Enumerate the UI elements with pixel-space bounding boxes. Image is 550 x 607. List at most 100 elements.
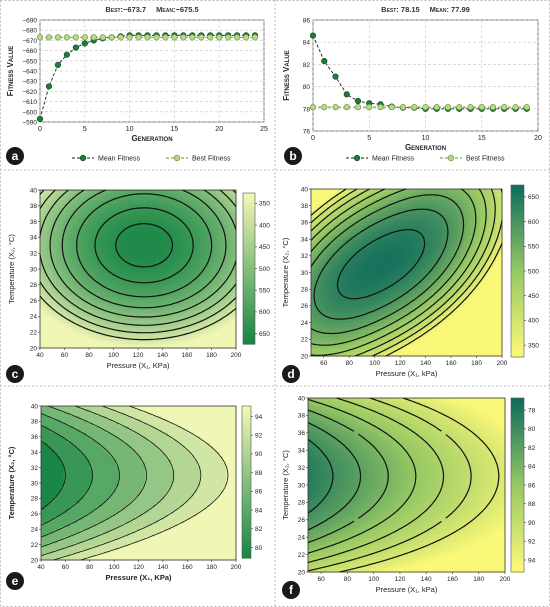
x-axis-label: Pressure (X₁, kPa) bbox=[376, 369, 438, 378]
x-tick-label: 140 bbox=[157, 352, 168, 359]
contour-line bbox=[313, 208, 449, 320]
y-tick-label: 22 bbox=[30, 330, 38, 337]
best-fitness-point bbox=[144, 34, 151, 41]
best-fitness-point bbox=[234, 34, 241, 41]
y-tick-label: 26 bbox=[301, 303, 309, 310]
y-axis-label: Temperature (X₂, °C) bbox=[7, 234, 16, 304]
best-fitness-point bbox=[523, 104, 530, 111]
y-axis-label: Temperature (X₂, °C) bbox=[7, 446, 16, 519]
best-fitness-point bbox=[45, 34, 53, 41]
mean-fitness-point bbox=[72, 44, 79, 51]
best-fitness-point bbox=[36, 34, 44, 41]
header-mean: Mean: 77.99 bbox=[430, 5, 470, 14]
colorbar-tick-label: 500 bbox=[259, 266, 270, 273]
colorbar-tick-label: 92 bbox=[255, 433, 263, 440]
legend-swatch-marker bbox=[353, 154, 361, 162]
contour-line bbox=[307, 409, 389, 544]
y-tick-label: 26 bbox=[31, 511, 39, 518]
best-fitness-point bbox=[321, 104, 328, 111]
best-fitness-point bbox=[433, 104, 440, 111]
colorbar-tick-label: 80 bbox=[255, 545, 263, 552]
x-tick-label: 120 bbox=[395, 360, 406, 367]
y-tick-label: −690 bbox=[22, 18, 37, 25]
y-tick-label: 36 bbox=[30, 219, 38, 226]
x-tick-label: 200 bbox=[231, 352, 242, 359]
x-tick-label: 180 bbox=[206, 564, 217, 571]
y-tick-label: 30 bbox=[301, 270, 309, 277]
x-tick-label: 80 bbox=[86, 564, 94, 571]
y-tick-label: 38 bbox=[298, 413, 306, 420]
contour-line bbox=[49, 189, 237, 318]
y-tick-label: 86 bbox=[303, 18, 311, 25]
legend-swatch-marker bbox=[173, 154, 181, 162]
colorbar-tick-label: 650 bbox=[528, 194, 539, 201]
x-axis-label: Pressure (X₁, KPa) bbox=[105, 573, 172, 582]
mean-fitness-point bbox=[332, 73, 339, 80]
mean-fitness-point bbox=[63, 51, 70, 58]
y-tick-label: −670 bbox=[22, 38, 37, 45]
x-tick-label: 200 bbox=[497, 360, 508, 367]
y-tick-label: 34 bbox=[30, 235, 38, 242]
best-fitness-point bbox=[216, 34, 223, 41]
y-tick-label: −600 bbox=[22, 109, 37, 116]
colorbar-tick-label: 88 bbox=[528, 501, 536, 508]
y-tick-label: 30 bbox=[298, 482, 306, 489]
colorbar-tick-label: 86 bbox=[528, 482, 536, 489]
y-axis-label: Fitness Value bbox=[282, 50, 291, 100]
chart-header: Best:−673.7 Mean:−675.5 bbox=[105, 5, 198, 14]
best-fitness-point bbox=[366, 104, 373, 111]
y-tick-label: −620 bbox=[22, 89, 37, 96]
contour-line bbox=[61, 189, 227, 309]
y-tick-label: 24 bbox=[30, 314, 38, 321]
best-fitness-point bbox=[135, 34, 142, 41]
best-fitness-point bbox=[153, 34, 160, 41]
y-tick-label: 26 bbox=[30, 298, 38, 305]
y-tick-label: 30 bbox=[31, 480, 39, 487]
colorbar-tick-label: 500 bbox=[528, 268, 539, 275]
colorbar-frame bbox=[241, 405, 252, 559]
y-axis-label: Temperature (X₂, °C) bbox=[281, 450, 290, 520]
y-tick-label: 38 bbox=[301, 203, 309, 210]
best-fitness-point bbox=[251, 34, 259, 41]
colorbar-tick-label: 86 bbox=[255, 489, 263, 496]
best-fitness-point bbox=[478, 104, 485, 111]
y-tick-label: 40 bbox=[301, 186, 309, 193]
panel-label-badge bbox=[6, 572, 24, 590]
colorbar-tick-label: 78 bbox=[528, 407, 536, 414]
legend-label: Mean Fitness bbox=[98, 156, 141, 163]
header-best: Best: 78.15 bbox=[381, 5, 420, 14]
y-tick-label: 34 bbox=[298, 448, 306, 455]
y-tick-label: 32 bbox=[301, 253, 309, 260]
mean-fitness-point bbox=[45, 83, 53, 90]
best-fitness-point bbox=[242, 34, 250, 41]
x-tick-label: 60 bbox=[318, 576, 326, 583]
contour-line bbox=[310, 188, 496, 357]
x-tick-label: 0 bbox=[311, 135, 315, 142]
x-tick-label: 40 bbox=[36, 352, 44, 359]
contour-lines bbox=[39, 189, 237, 341]
x-tick-label: 120 bbox=[133, 564, 144, 571]
best-fitness-point bbox=[90, 34, 97, 41]
best-fitness-point bbox=[225, 34, 232, 41]
x-tick-label: 15 bbox=[171, 126, 179, 133]
x-tick-label: 140 bbox=[420, 360, 431, 367]
mean-fitness-point bbox=[309, 32, 317, 39]
best-fitness-point bbox=[501, 104, 508, 111]
y-tick-label: 32 bbox=[298, 465, 306, 472]
x-tick-label: 160 bbox=[447, 576, 458, 583]
x-tick-label: 10 bbox=[126, 126, 134, 133]
contour-line bbox=[94, 207, 194, 284]
colorbar-tick-label: 600 bbox=[259, 309, 270, 316]
best-fitness-point bbox=[411, 104, 418, 111]
y-tick-label: 30 bbox=[30, 266, 38, 273]
best-fitness-point bbox=[171, 34, 178, 41]
y-tick-label: −630 bbox=[22, 79, 37, 86]
colorbar-tick-label: 82 bbox=[255, 526, 263, 533]
y-axis-label: Fitness Value bbox=[6, 46, 15, 96]
contour-line bbox=[310, 188, 487, 356]
best-fitness-point bbox=[108, 34, 115, 41]
y-tick-label: 36 bbox=[31, 434, 39, 441]
x-tick-label: 20 bbox=[534, 135, 542, 142]
legend-swatch-marker bbox=[447, 154, 455, 162]
header-mean: Mean:−675.5 bbox=[156, 5, 198, 14]
